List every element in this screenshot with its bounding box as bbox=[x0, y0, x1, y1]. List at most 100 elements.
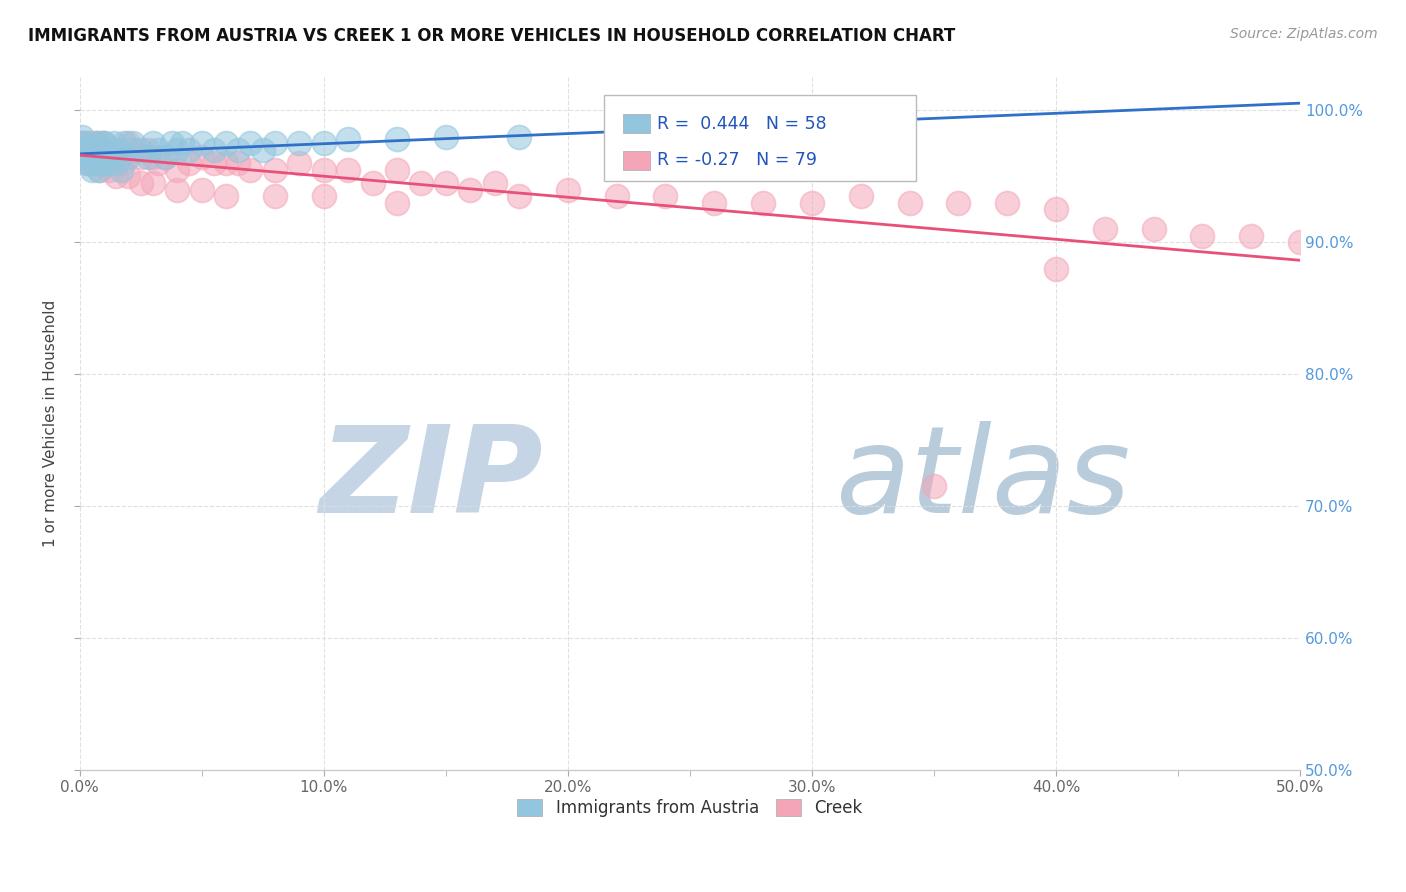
Point bbox=[166, 143, 188, 157]
Point bbox=[226, 156, 249, 170]
Point bbox=[606, 129, 628, 144]
Point bbox=[70, 136, 93, 151]
Point bbox=[264, 162, 287, 177]
Point bbox=[97, 156, 120, 170]
Point bbox=[90, 143, 112, 157]
Point bbox=[76, 150, 98, 164]
Bar bbox=[623, 151, 650, 170]
Point bbox=[434, 176, 457, 190]
Point bbox=[93, 136, 115, 151]
Point bbox=[190, 136, 212, 151]
Point bbox=[385, 195, 408, 210]
Point bbox=[122, 136, 145, 151]
Point bbox=[948, 195, 970, 210]
Y-axis label: 1 or more Vehicles in Household: 1 or more Vehicles in Household bbox=[44, 300, 58, 548]
Point bbox=[89, 162, 111, 177]
Point bbox=[239, 136, 262, 151]
Point bbox=[226, 143, 249, 157]
Point bbox=[73, 143, 96, 157]
Point bbox=[190, 150, 212, 164]
Point bbox=[312, 136, 335, 151]
Point bbox=[70, 136, 93, 151]
Point bbox=[1094, 222, 1116, 236]
Text: atlas: atlas bbox=[837, 421, 1132, 538]
Point bbox=[166, 162, 188, 177]
Point bbox=[76, 156, 98, 170]
Point bbox=[215, 156, 238, 170]
Point bbox=[83, 136, 105, 151]
Point bbox=[136, 143, 159, 157]
Point bbox=[215, 189, 238, 203]
Point bbox=[122, 143, 145, 157]
Point bbox=[89, 162, 111, 177]
Point bbox=[80, 150, 103, 164]
Point bbox=[73, 143, 96, 157]
Point bbox=[385, 162, 408, 177]
Point bbox=[93, 150, 115, 164]
Point bbox=[112, 156, 135, 170]
FancyBboxPatch shape bbox=[605, 95, 915, 181]
Point bbox=[86, 136, 108, 151]
Point bbox=[80, 150, 103, 164]
Point bbox=[146, 143, 169, 157]
Point bbox=[83, 143, 105, 157]
Point bbox=[129, 143, 152, 157]
Point bbox=[70, 143, 93, 157]
Point bbox=[117, 150, 139, 164]
Point bbox=[898, 195, 921, 210]
Point bbox=[97, 150, 120, 164]
Point bbox=[1045, 261, 1067, 276]
Point bbox=[89, 150, 111, 164]
Point bbox=[202, 143, 225, 157]
Point bbox=[129, 176, 152, 190]
Point bbox=[361, 176, 384, 190]
Point bbox=[107, 150, 129, 164]
Point bbox=[179, 156, 201, 170]
Text: R =  0.444   N = 58: R = 0.444 N = 58 bbox=[657, 115, 827, 133]
Point bbox=[93, 143, 115, 157]
Point bbox=[73, 136, 96, 151]
Point bbox=[922, 479, 945, 493]
Point bbox=[83, 156, 105, 170]
Point bbox=[76, 143, 98, 157]
Point bbox=[105, 156, 128, 170]
Point bbox=[239, 162, 262, 177]
Point bbox=[83, 150, 105, 164]
Point bbox=[100, 150, 122, 164]
Point bbox=[557, 183, 579, 197]
Point bbox=[80, 143, 103, 157]
Point bbox=[484, 176, 506, 190]
Point bbox=[97, 162, 120, 177]
Point bbox=[190, 183, 212, 197]
Point bbox=[79, 156, 101, 170]
Point bbox=[103, 143, 125, 157]
Point bbox=[411, 176, 433, 190]
Point bbox=[385, 132, 408, 146]
Point bbox=[107, 143, 129, 157]
Point bbox=[110, 162, 132, 177]
Point bbox=[73, 150, 96, 164]
Point bbox=[89, 143, 111, 157]
Point bbox=[1289, 235, 1312, 250]
Point bbox=[117, 169, 139, 184]
Point bbox=[93, 136, 115, 151]
Point bbox=[162, 136, 184, 151]
Point bbox=[83, 143, 105, 157]
Point bbox=[86, 136, 108, 151]
Point bbox=[1240, 228, 1263, 243]
Point bbox=[80, 143, 103, 157]
Point bbox=[1191, 228, 1213, 243]
Point bbox=[252, 143, 274, 157]
Point bbox=[136, 150, 159, 164]
Point bbox=[1045, 202, 1067, 217]
Text: ZIP: ZIP bbox=[319, 421, 543, 538]
Point bbox=[179, 143, 201, 157]
Point bbox=[337, 162, 360, 177]
Point bbox=[129, 150, 152, 164]
Point bbox=[752, 195, 775, 210]
Text: Source: ZipAtlas.com: Source: ZipAtlas.com bbox=[1230, 27, 1378, 41]
Point bbox=[79, 136, 101, 151]
Point bbox=[80, 162, 103, 177]
Point bbox=[142, 136, 165, 151]
Point bbox=[70, 129, 93, 144]
